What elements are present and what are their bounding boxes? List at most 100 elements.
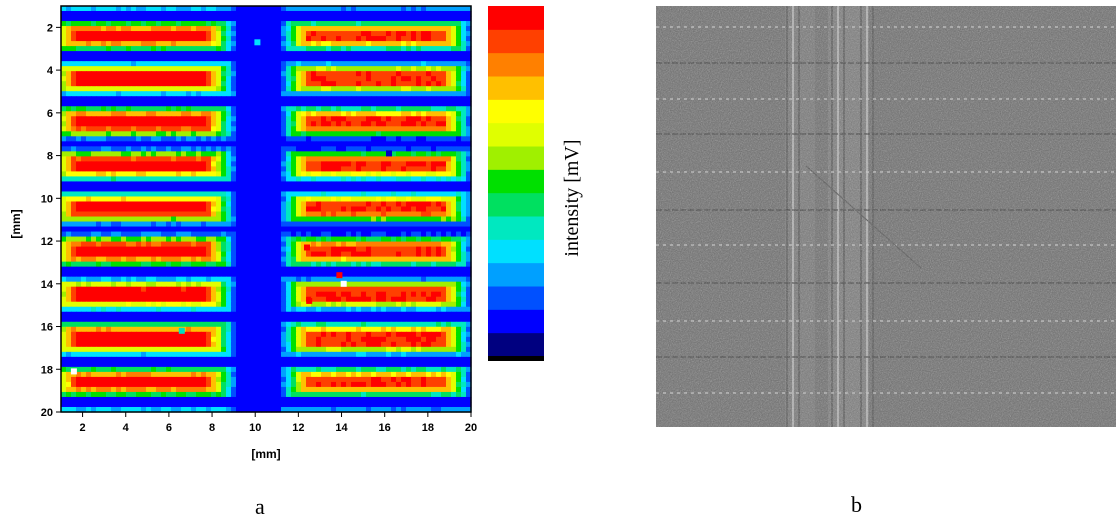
heatmap-cell [436, 276, 442, 283]
heatmap-cell [211, 146, 217, 152]
heatmap-cell [131, 226, 137, 233]
heatmap-cell [356, 96, 362, 102]
heatmap-cell [286, 161, 292, 167]
heatmap-cell [461, 146, 467, 152]
heatmap-cell [361, 291, 367, 298]
heatmap-cell [321, 121, 327, 127]
heatmap-cell [96, 141, 102, 147]
heatmap-cell [461, 236, 467, 243]
heatmap-cell [336, 291, 342, 298]
heatmap-cell [311, 226, 317, 233]
heatmap-cell [216, 251, 222, 258]
heatmap-cell [186, 281, 192, 288]
heatmap-cell [186, 26, 192, 32]
heatmap-cell [206, 26, 212, 32]
heatmap-cell [271, 111, 277, 117]
heatmap-cell [366, 136, 372, 142]
heatmap-cell [166, 46, 172, 52]
heatmap-cell [401, 76, 407, 82]
heatmap-cell [451, 81, 457, 87]
heatmap-cell [256, 266, 262, 273]
heatmap-cell [171, 281, 177, 288]
heatmap-cell [96, 236, 102, 243]
heatmap-cell [126, 256, 132, 263]
heatmap-cell [441, 276, 447, 283]
heatmap-cell [146, 246, 152, 253]
heatmap-cell [291, 306, 297, 313]
heatmap-cell [131, 301, 137, 308]
heatmap-cell [226, 191, 232, 198]
heatmap-cell [411, 41, 417, 47]
heatmap-cell [366, 301, 372, 308]
heatmap-cell [181, 241, 187, 248]
heatmap-cell [181, 246, 187, 253]
heatmap-cell [441, 101, 447, 107]
heatmap-cell [366, 51, 372, 57]
heatmap-cell [81, 261, 87, 268]
heatmap-cell [416, 146, 422, 152]
heatmap-cell [71, 71, 77, 77]
heatmap-cell [216, 241, 222, 248]
heatmap-cell [121, 306, 127, 313]
heatmap-cell [341, 76, 347, 82]
heatmap-cell [301, 6, 307, 12]
heatmap-cell [421, 306, 427, 313]
heatmap-cell [201, 66, 207, 72]
heatmap-cell [296, 296, 302, 303]
heatmap-cell [81, 86, 87, 92]
heatmap-cell [96, 111, 102, 117]
heatmap-cell [136, 291, 142, 298]
heatmap-cell [171, 26, 177, 32]
heatmap-cell [376, 101, 382, 107]
heatmap-cell [436, 101, 442, 107]
heatmap-cell [266, 171, 272, 178]
heatmap-cell [391, 146, 397, 152]
heatmap-cell [446, 301, 452, 308]
heatmap-cell [186, 181, 192, 188]
heatmap-cell [421, 156, 427, 162]
heatmap-cell [336, 61, 342, 67]
heatmap-cell [461, 91, 467, 97]
heatmap-cell [106, 26, 112, 32]
heatmap-cell [61, 201, 67, 208]
heatmap-cell [461, 216, 467, 223]
heatmap-cell [466, 66, 472, 72]
heatmap-cell [166, 156, 172, 162]
heatmap-cell [326, 236, 332, 243]
heatmap-cell [216, 196, 222, 203]
heatmap-cell [301, 91, 307, 97]
heatmap-cell [236, 91, 242, 97]
heatmap-cell [86, 216, 92, 223]
heatmap-cell [196, 31, 202, 37]
heatmap-cell [331, 236, 337, 243]
heatmap-cell [226, 36, 232, 42]
heatmap-cell [276, 141, 282, 147]
heatmap-cell [216, 171, 222, 178]
heatmap-cell [356, 226, 362, 233]
heatmap-cell [126, 306, 132, 313]
heatmap-cell [191, 46, 197, 52]
heatmap-cell [281, 246, 287, 253]
heatmap-cell [266, 61, 272, 67]
heatmap-cell [316, 181, 322, 188]
heatmap-cell [81, 221, 87, 228]
heatmap-cell [446, 6, 452, 12]
heatmap-cell [221, 16, 227, 22]
heatmap-cell [401, 46, 407, 52]
heatmap-cell [106, 221, 112, 228]
heatmap-cell [441, 126, 447, 132]
heatmap-cell [141, 241, 147, 248]
heatmap-cell [431, 246, 437, 253]
heatmap-cell [216, 101, 222, 107]
heatmap-cell [406, 51, 412, 57]
heatmap-cell [411, 281, 417, 288]
heatmap-cell [306, 121, 312, 127]
heatmap-cell [241, 231, 247, 238]
heatmap-cell [101, 61, 107, 67]
heatmap-cell [376, 26, 382, 32]
heatmap-cell [251, 241, 257, 248]
heatmap-cell [256, 161, 262, 167]
heatmap-cell [76, 91, 82, 97]
heatmap-cell [446, 211, 452, 218]
heatmap-cell [141, 6, 147, 12]
